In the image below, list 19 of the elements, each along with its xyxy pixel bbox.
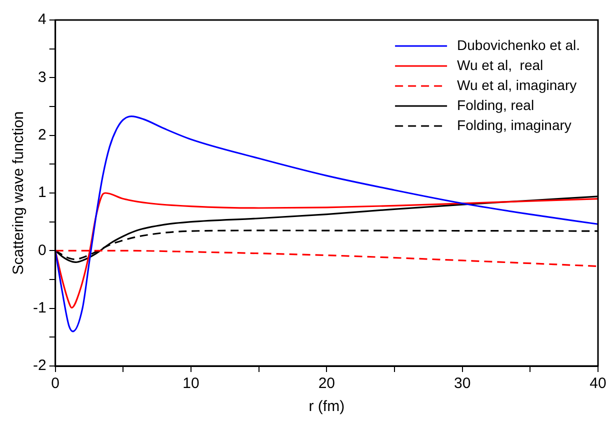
y-tick-label: 2: [38, 126, 46, 144]
x-tick-label: 10: [182, 375, 200, 392]
x-tick-label: 0: [51, 375, 60, 392]
legend-label: Folding, imaginary: [457, 116, 572, 133]
y-tick-label: 1: [38, 184, 46, 202]
x-tick-label: 30: [454, 375, 471, 392]
x-axis-title: r (fm): [308, 398, 345, 416]
y-axis-title: Scattering wave function: [10, 111, 28, 275]
x-tick-label: 20: [318, 375, 336, 392]
legend-label: Wu et al, imaginary: [457, 76, 577, 93]
y-tick-label: 3: [38, 68, 46, 86]
x-tick-label: 40: [590, 375, 606, 392]
y-tick-label: 0: [38, 242, 46, 259]
legend-label: Dubovichenko et al.: [457, 36, 580, 53]
legend-label: Wu et al, real: [457, 56, 544, 73]
y-tick-label: 4: [38, 11, 46, 28]
y-tick-label: -1: [32, 299, 46, 316]
y-tick-label: -2: [32, 357, 46, 374]
legend-label: Folding, real: [457, 96, 534, 113]
